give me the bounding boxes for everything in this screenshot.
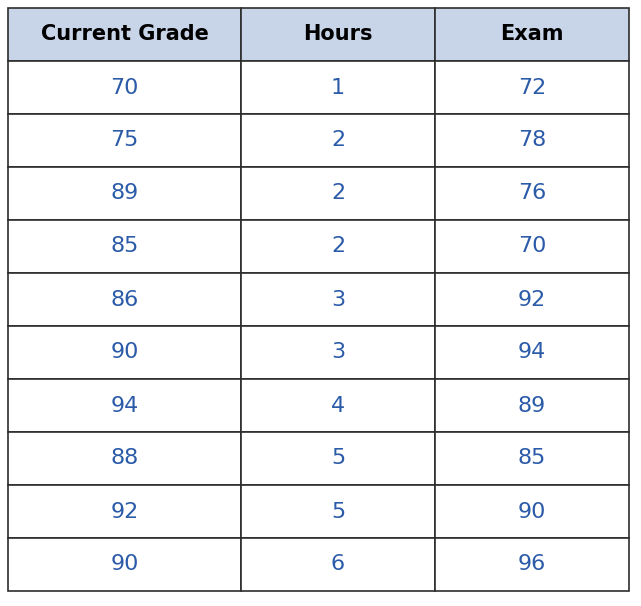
Bar bbox=[241, 485, 435, 538]
Bar bbox=[8, 61, 241, 114]
Bar bbox=[435, 114, 629, 167]
Text: Exam: Exam bbox=[500, 24, 563, 44]
Text: 2: 2 bbox=[331, 236, 345, 256]
Text: 72: 72 bbox=[518, 78, 546, 98]
Bar bbox=[435, 8, 629, 61]
Bar bbox=[435, 273, 629, 326]
Text: 78: 78 bbox=[518, 130, 546, 150]
Bar bbox=[435, 326, 629, 379]
Text: 92: 92 bbox=[110, 502, 138, 522]
Bar bbox=[241, 326, 435, 379]
Text: 5: 5 bbox=[331, 502, 345, 522]
Text: 85: 85 bbox=[518, 448, 546, 468]
Text: 1: 1 bbox=[331, 78, 345, 98]
Text: 90: 90 bbox=[110, 342, 138, 362]
Bar bbox=[8, 432, 241, 485]
Bar bbox=[8, 326, 241, 379]
Text: 89: 89 bbox=[110, 184, 138, 204]
Bar bbox=[241, 273, 435, 326]
Bar bbox=[241, 379, 435, 432]
Text: 76: 76 bbox=[518, 184, 546, 204]
Bar bbox=[435, 220, 629, 273]
Bar bbox=[8, 538, 241, 591]
Text: 3: 3 bbox=[331, 290, 345, 310]
Text: 94: 94 bbox=[518, 342, 546, 362]
Text: 2: 2 bbox=[331, 130, 345, 150]
Text: 92: 92 bbox=[518, 290, 546, 310]
Bar bbox=[241, 432, 435, 485]
Text: 90: 90 bbox=[518, 502, 546, 522]
Text: 86: 86 bbox=[110, 290, 138, 310]
Bar bbox=[435, 538, 629, 591]
Bar bbox=[241, 220, 435, 273]
Text: 70: 70 bbox=[110, 78, 138, 98]
Bar bbox=[8, 273, 241, 326]
Text: 89: 89 bbox=[518, 396, 546, 416]
Text: 94: 94 bbox=[110, 396, 138, 416]
Text: 96: 96 bbox=[518, 554, 546, 574]
Text: 90: 90 bbox=[110, 554, 138, 574]
Bar bbox=[435, 167, 629, 220]
Bar bbox=[241, 8, 435, 61]
Bar bbox=[8, 379, 241, 432]
Text: 3: 3 bbox=[331, 342, 345, 362]
Bar bbox=[8, 8, 241, 61]
Bar bbox=[435, 432, 629, 485]
Text: 2: 2 bbox=[331, 184, 345, 204]
Text: 85: 85 bbox=[110, 236, 138, 256]
Bar bbox=[8, 220, 241, 273]
Bar bbox=[8, 167, 241, 220]
Bar bbox=[8, 114, 241, 167]
Text: 6: 6 bbox=[331, 554, 345, 574]
Text: Hours: Hours bbox=[303, 24, 373, 44]
Bar bbox=[8, 485, 241, 538]
Text: 75: 75 bbox=[110, 130, 138, 150]
Bar bbox=[435, 379, 629, 432]
Bar bbox=[241, 167, 435, 220]
Text: 88: 88 bbox=[110, 448, 138, 468]
Bar bbox=[241, 61, 435, 114]
Text: Current Grade: Current Grade bbox=[40, 24, 208, 44]
Text: 5: 5 bbox=[331, 448, 345, 468]
Bar bbox=[435, 485, 629, 538]
Bar bbox=[241, 538, 435, 591]
Bar bbox=[435, 61, 629, 114]
Text: 70: 70 bbox=[518, 236, 546, 256]
Text: 4: 4 bbox=[331, 396, 345, 416]
Bar bbox=[241, 114, 435, 167]
